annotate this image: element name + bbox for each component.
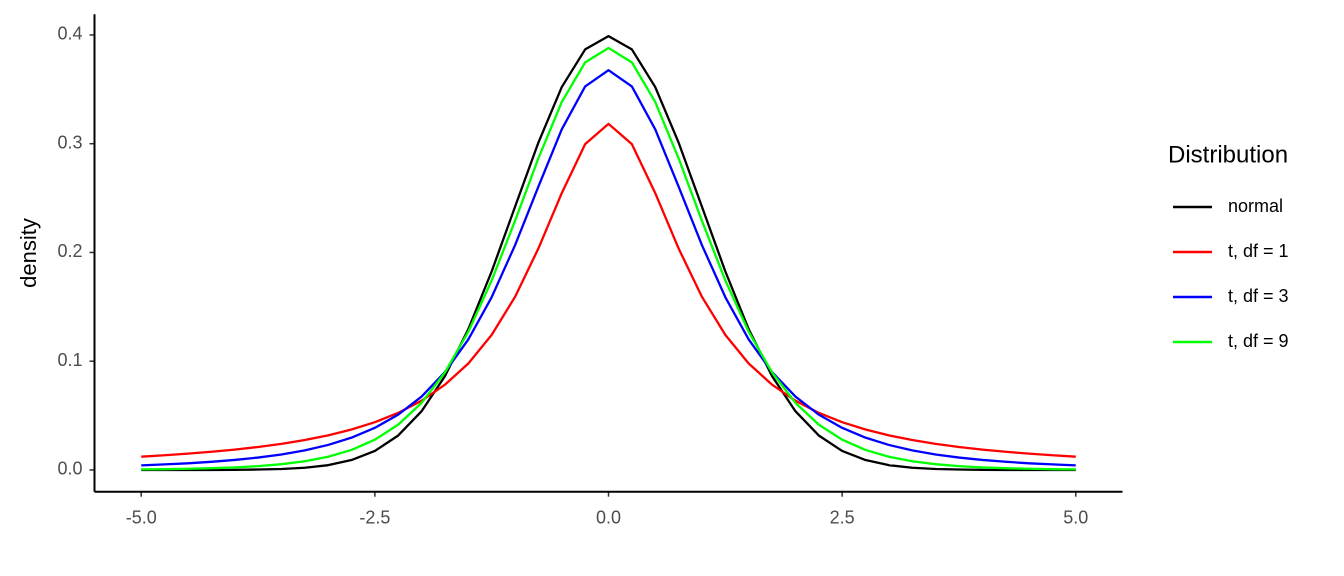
y-tick-label: 0.4	[57, 24, 82, 44]
y-axis-label: density	[16, 218, 41, 288]
x-tick-label: 0.0	[596, 507, 621, 527]
y-tick-label: 0.2	[57, 241, 82, 261]
line	[141, 69, 1076, 467]
line	[141, 122, 1076, 458]
x-tick-label: -5.0	[126, 507, 157, 527]
legend-label: t, df = 1	[1228, 241, 1289, 261]
y-tick-label: 0.1	[57, 350, 82, 370]
legend-title: Distribution	[1168, 141, 1288, 168]
line	[141, 35, 1076, 472]
y-tick-label: 0.0	[57, 459, 82, 479]
x-tick-label: -2.5	[359, 507, 390, 527]
x-tick-label: 5.0	[1063, 507, 1088, 527]
legend-label: t, df = 9	[1228, 331, 1289, 351]
line	[141, 46, 1076, 471]
y-tick-label: 0.3	[57, 132, 82, 152]
x-tick-label: 2.5	[830, 507, 855, 527]
legend-label: normal	[1228, 196, 1283, 216]
legend-label: t, df = 3	[1228, 286, 1289, 306]
